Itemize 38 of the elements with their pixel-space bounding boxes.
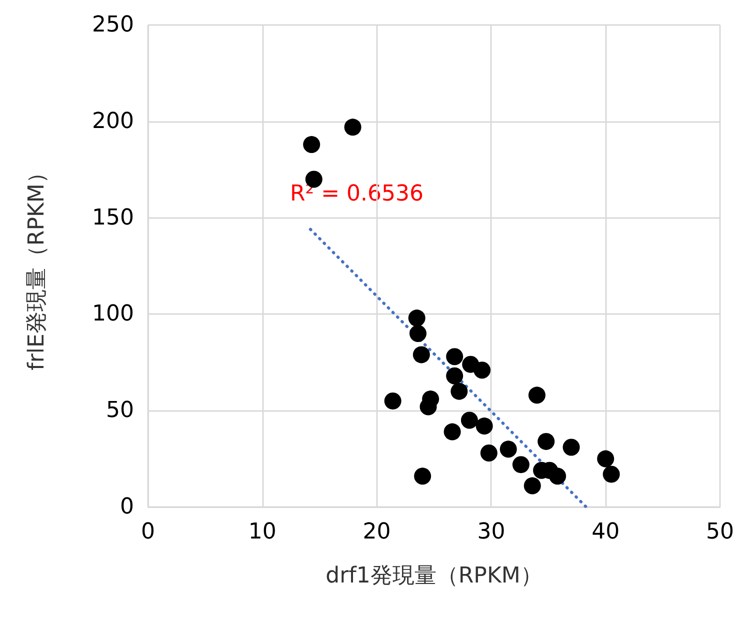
- y-tick-label: 150: [92, 205, 134, 230]
- point: [524, 477, 541, 494]
- x-tick-label: 50: [706, 520, 734, 544]
- point: [410, 324, 426, 342]
- y-axis-title: frlE発現量（RPKM）: [24, 162, 50, 370]
- y-tick-label: 0: [120, 494, 134, 520]
- y-tick-label: 250: [92, 12, 134, 38]
- y-tick-label: 50: [106, 398, 134, 424]
- point: [476, 418, 493, 435]
- point: [446, 348, 464, 366]
- x-tick-label: 40: [592, 520, 620, 544]
- point: [474, 362, 491, 379]
- y-tick-label: 200: [92, 108, 134, 134]
- y-tick-label: 100: [92, 302, 134, 327]
- point: [597, 450, 614, 468]
- x-tick-label: 0: [141, 520, 155, 544]
- point: [344, 118, 362, 136]
- point: [412, 346, 430, 364]
- x-axis-title: drf1発現量（RPKM）: [326, 564, 542, 588]
- point: [538, 432, 555, 450]
- point: [512, 456, 530, 474]
- point: [303, 136, 320, 154]
- x-tick-label: 30: [477, 520, 506, 544]
- x-tick-label: 20: [362, 520, 391, 544]
- point: [562, 438, 580, 456]
- point: [446, 367, 464, 384]
- point: [450, 382, 468, 400]
- point: [480, 444, 498, 462]
- point: [500, 440, 517, 458]
- point: [602, 466, 620, 483]
- point: [444, 423, 461, 440]
- point: [384, 392, 402, 410]
- point: [414, 468, 432, 485]
- point: [408, 310, 426, 327]
- x-tick-label: 10: [248, 520, 276, 544]
- point: [549, 468, 566, 485]
- point: [460, 412, 478, 429]
- point: [528, 386, 546, 404]
